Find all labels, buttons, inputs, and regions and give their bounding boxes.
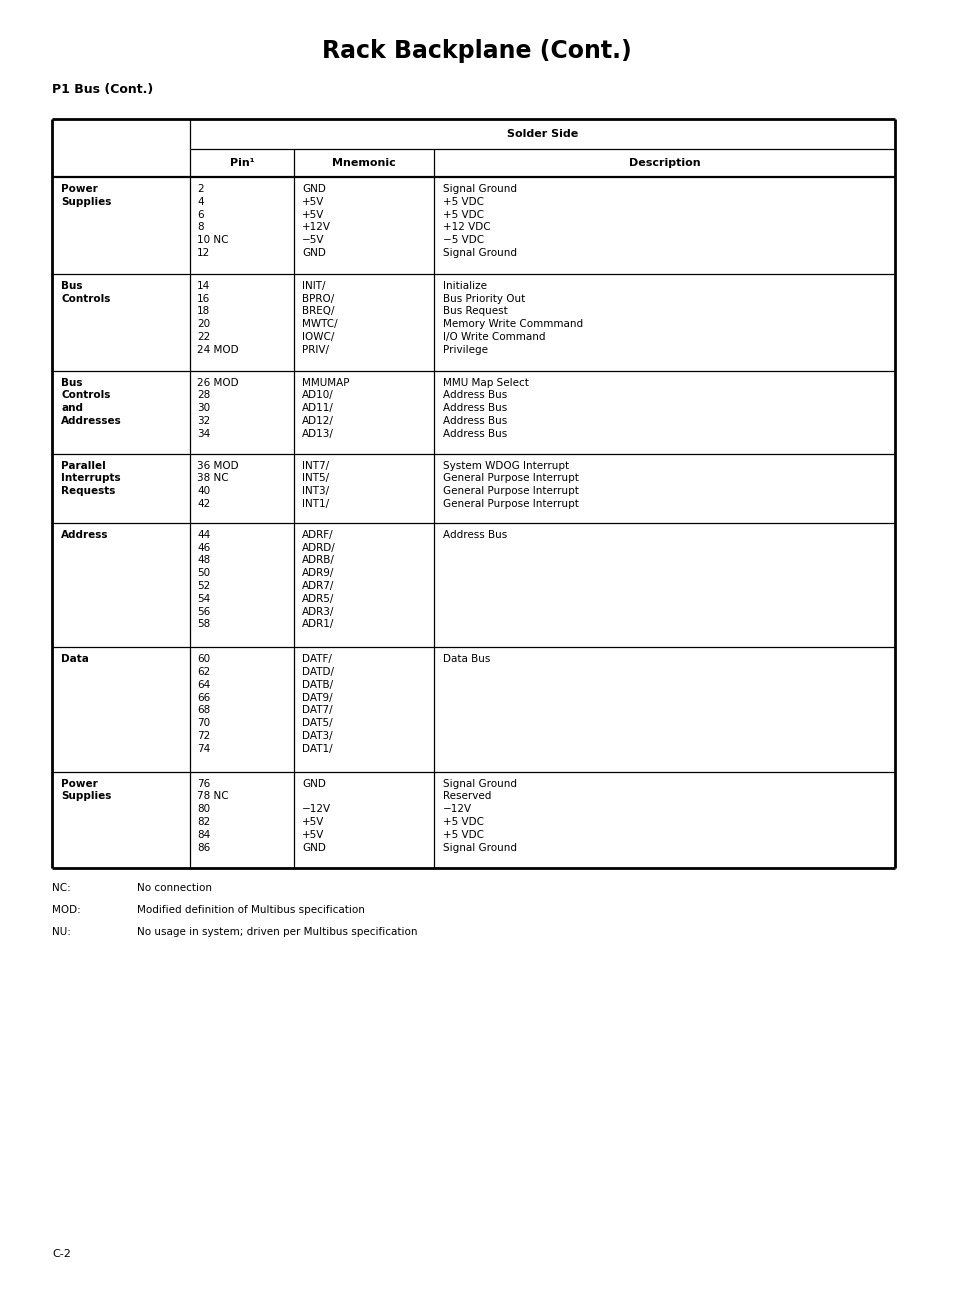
Text: GND
+5V
+5V
+12V
−5V
GND: GND +5V +5V +12V −5V GND xyxy=(302,183,331,258)
Text: System WDOG Interrupt
General Purpose Interrupt
General Purpose Interrupt
Genera: System WDOG Interrupt General Purpose In… xyxy=(442,461,578,509)
Text: Pin¹: Pin¹ xyxy=(230,157,254,168)
Text: Initialize
Bus Priority Out
Bus Request
Memory Write Commmand
I/O Write Command
: Initialize Bus Priority Out Bus Request … xyxy=(442,281,582,355)
Text: Mnemonic: Mnemonic xyxy=(332,157,395,168)
Text: 14
16
18
20
22
24 MOD: 14 16 18 20 22 24 MOD xyxy=(196,281,238,355)
Text: MMU Map Select
Address Bus
Address Bus
Address Bus
Address Bus: MMU Map Select Address Bus Address Bus A… xyxy=(442,377,528,438)
Text: INT7/
INT5/
INT3/
INT1/: INT7/ INT5/ INT3/ INT1/ xyxy=(302,461,329,509)
Text: INIT/
BPRO/
BREQ/
MWTC/
IOWC/
PRIV/: INIT/ BPRO/ BREQ/ MWTC/ IOWC/ PRIV/ xyxy=(302,281,337,355)
Text: Modified definition of Multibus specification: Modified definition of Multibus specific… xyxy=(137,905,364,916)
Text: 36 MOD
38 NC
40
42: 36 MOD 38 NC 40 42 xyxy=(196,461,238,509)
Text: Bus
Controls
and
Addresses: Bus Controls and Addresses xyxy=(61,377,122,425)
Text: Data: Data xyxy=(61,654,89,665)
Text: No usage in system; driven per Multibus specification: No usage in system; driven per Multibus … xyxy=(137,928,417,938)
Text: Bus
Controls: Bus Controls xyxy=(61,281,111,303)
Text: Parallel
Interrupts
Requests: Parallel Interrupts Requests xyxy=(61,461,120,496)
Text: Solder Side: Solder Side xyxy=(506,129,578,139)
Text: Power
Supplies: Power Supplies xyxy=(61,778,112,801)
Text: Signal Ground
+5 VDC
+5 VDC
+12 VDC
−5 VDC
Signal Ground: Signal Ground +5 VDC +5 VDC +12 VDC −5 V… xyxy=(442,183,517,258)
Text: 26 MOD
28
30
32
34: 26 MOD 28 30 32 34 xyxy=(196,377,238,438)
Text: No connection: No connection xyxy=(137,883,212,894)
Text: MMUMAP
AD10/
AD11/
AD12/
AD13/: MMUMAP AD10/ AD11/ AD12/ AD13/ xyxy=(302,377,349,438)
Text: Data Bus: Data Bus xyxy=(442,654,490,665)
Text: 2
4
6
8
10 NC
12: 2 4 6 8 10 NC 12 xyxy=(196,183,229,258)
Text: GND

−12V
+5V
+5V
GND: GND −12V +5V +5V GND xyxy=(302,778,331,852)
Text: 60
62
64
66
68
70
72
74: 60 62 64 66 68 70 72 74 xyxy=(196,654,210,753)
Text: Rack Backplane (Cont.): Rack Backplane (Cont.) xyxy=(322,39,631,62)
Text: Description: Description xyxy=(628,157,700,168)
Text: Address: Address xyxy=(61,530,109,540)
Text: C-2: C-2 xyxy=(52,1249,71,1259)
Text: MOD:: MOD: xyxy=(52,905,81,916)
Text: NC:: NC: xyxy=(52,883,71,894)
Text: P1 Bus (Cont.): P1 Bus (Cont.) xyxy=(52,83,153,96)
Text: ADRF/
ADRD/
ADRB/
ADR9/
ADR7/
ADR5/
ADR3/
ADR1/: ADRF/ ADRD/ ADRB/ ADR9/ ADR7/ ADR5/ ADR3… xyxy=(302,530,335,630)
Text: DATF/
DATD/
DATB/
DAT9/
DAT7/
DAT5/
DAT3/
DAT1/: DATF/ DATD/ DATB/ DAT9/ DAT7/ DAT5/ DAT3… xyxy=(302,654,334,753)
Text: Signal Ground
Reserved
−12V
+5 VDC
+5 VDC
Signal Ground: Signal Ground Reserved −12V +5 VDC +5 VD… xyxy=(442,778,517,852)
Text: Address Bus: Address Bus xyxy=(442,530,507,540)
Text: 44
46
48
50
52
54
56
58: 44 46 48 50 52 54 56 58 xyxy=(196,530,210,630)
Text: 76
78 NC
80
82
84
86: 76 78 NC 80 82 84 86 xyxy=(196,778,229,852)
Text: Power
Supplies: Power Supplies xyxy=(61,183,112,207)
Text: NU:: NU: xyxy=(52,928,71,938)
